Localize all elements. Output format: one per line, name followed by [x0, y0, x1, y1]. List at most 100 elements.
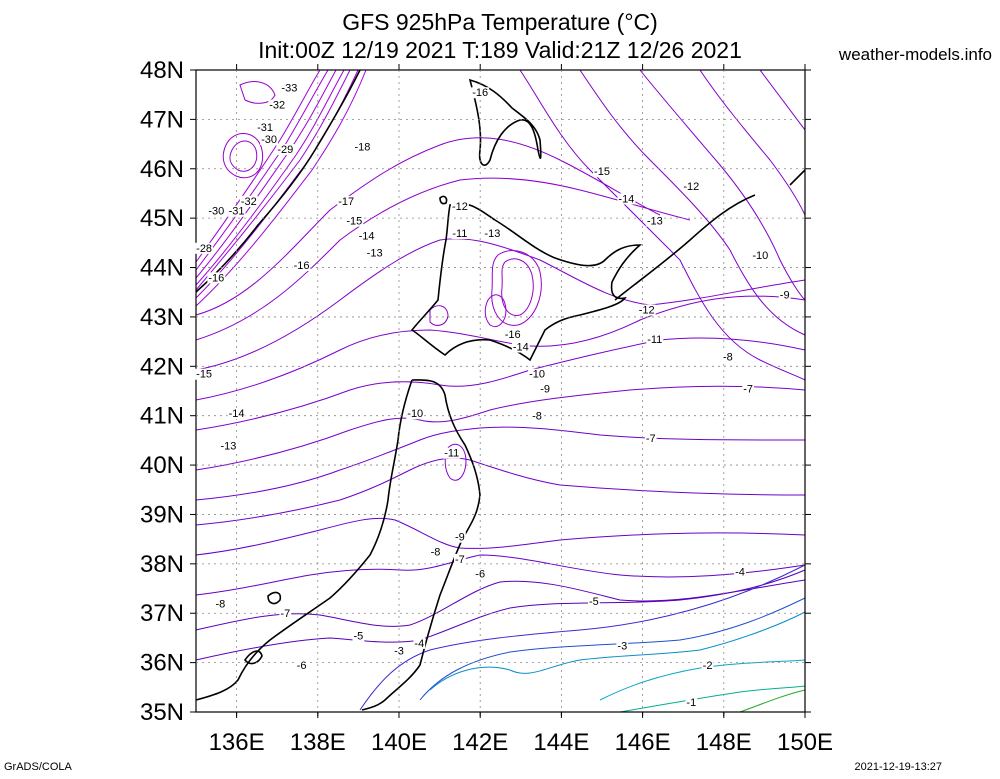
contour-label-bg [637, 304, 656, 316]
contour-loop [484, 294, 507, 327]
contour-label-bg [268, 99, 287, 111]
contour-label-bg [751, 250, 770, 262]
contour-line [429, 611, 806, 691]
contour-label-bg [214, 598, 227, 610]
contour-line [519, 69, 806, 381]
contour-label-bg [474, 568, 487, 580]
contour-line [759, 69, 806, 131]
contour-line [195, 517, 806, 556]
contour-cold-dense [195, 69, 367, 307]
contour-label-bg [406, 408, 425, 420]
contour-line [195, 579, 806, 631]
contour-label-bg [511, 341, 530, 353]
contour-label-bg [528, 368, 546, 380]
contour-label: -7 [280, 608, 290, 620]
contour-label: -17 [338, 196, 354, 208]
contour-label-bg [742, 383, 755, 395]
contour-label: -31 [229, 206, 245, 218]
contour-label: -16 [472, 87, 488, 99]
contour-label-bg [393, 645, 405, 657]
contour-line [195, 554, 806, 596]
contour-label: -13 [221, 440, 237, 452]
contour-label: -30 [208, 206, 224, 218]
contour-label-bg [280, 82, 299, 94]
contour-label: -12 [639, 305, 655, 317]
contour-line [739, 689, 806, 713]
chart-subtitle: Init:00Z 12/19 2021 T:189 Valid:21Z 12/2… [258, 37, 742, 63]
contour-label-bg [227, 205, 246, 217]
contour-label: -16 [208, 272, 224, 284]
contour-label-bg [413, 637, 426, 649]
contour-line [639, 69, 806, 301]
contour-label-bg [345, 215, 364, 227]
contour-label-bg [778, 289, 791, 301]
contour-label: -4 [735, 566, 745, 578]
contour-label: -30 [261, 134, 277, 146]
contour-label-bg [450, 200, 469, 212]
contour-line [359, 564, 806, 711]
contour-label: -16 [294, 260, 310, 272]
contour-label: -9 [780, 290, 790, 302]
contour-label: -14 [229, 408, 245, 420]
contour-label-bg [682, 181, 701, 193]
contour-cold-loop [222, 133, 264, 179]
lat-tick-label: 48N [140, 57, 184, 84]
contour-label-bg [357, 230, 376, 242]
contour-loop [429, 305, 449, 326]
contour-label: -6 [297, 660, 307, 672]
contour-label: -10 [752, 250, 768, 262]
lat-tick-label: 45N [140, 205, 184, 232]
contour-label: -4 [414, 638, 424, 650]
contour-line [195, 569, 806, 661]
lon-tick-label: 146E [615, 729, 671, 756]
contour-label-bg [645, 215, 664, 227]
lat-tick-label: 43N [140, 304, 184, 331]
contour-label-bg [353, 141, 372, 153]
contour-cold-dense [195, 69, 321, 263]
contour-label-bg [365, 247, 384, 259]
chart-title: GFS 925hPa Temperature (°C) [342, 9, 658, 35]
contour-label: -15 [594, 166, 610, 178]
contour-label: -5 [589, 596, 599, 608]
coastline-rishiri [439, 195, 448, 205]
contour-cold-loop [229, 140, 258, 172]
site-label[interactable]: weather-models.info [838, 45, 992, 64]
contour-label: -10 [529, 369, 545, 381]
lat-tick-label: 36N [140, 650, 184, 677]
contour-cold-loop [239, 81, 276, 104]
contour-label: -7 [743, 384, 753, 396]
contour-label-bg [443, 447, 461, 459]
contour-label-bg [239, 195, 258, 207]
contour-label-bg [219, 440, 238, 452]
contour-label: -31 [257, 122, 273, 134]
contour-label-bg [721, 351, 734, 363]
contour-line [699, 69, 806, 216]
lat-tick-label: 46N [140, 156, 184, 183]
contour-label-bg [195, 368, 214, 380]
contour-label: -13 [647, 216, 663, 228]
contour-label-bg [207, 272, 226, 284]
contour-label-bg [701, 660, 714, 672]
contour-line [419, 597, 806, 701]
lat-tick-label: 47N [140, 106, 184, 133]
lon-tick-label: 138E [290, 729, 346, 756]
contour-label: -15 [196, 369, 212, 381]
lat-tick-label: 40N [140, 452, 184, 479]
contour-label-bg [454, 531, 466, 543]
coastline-sakhalin [468, 78, 542, 166]
contour-cold-dense [195, 69, 329, 271]
contour-label: -3 [394, 645, 404, 657]
lat-tick-label: 42N [140, 353, 184, 380]
contour-label: -11 [444, 448, 459, 460]
contour-label-bg [471, 87, 490, 99]
contour-line [195, 426, 806, 501]
coastline-noto [243, 650, 263, 665]
contour-label: -11 [647, 334, 662, 346]
contour-line [195, 337, 806, 431]
contour-label-bg [279, 608, 292, 620]
contour-label: -1 [686, 697, 696, 709]
contour-label-bg [539, 383, 552, 395]
contour-line [599, 659, 806, 701]
contour-label: -14 [618, 193, 634, 205]
